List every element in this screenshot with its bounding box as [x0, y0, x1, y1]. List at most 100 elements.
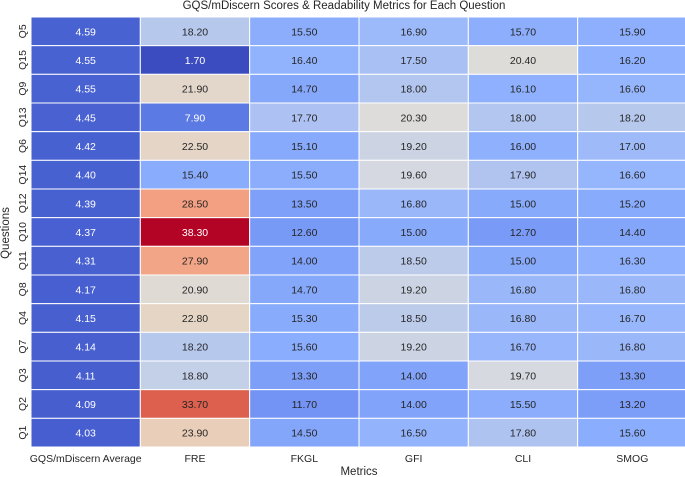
heatmap-cell	[139, 102, 251, 133]
cell-value-label: 13.30	[291, 370, 317, 382]
cell-value-label: 1.70	[185, 55, 206, 67]
cell-value-label: 20.40	[510, 55, 536, 67]
cell-value-label: 14.70	[291, 284, 317, 296]
cell-value-label: 4.31	[75, 256, 96, 268]
heatmap-cell	[30, 45, 141, 75]
x-tick-label: SMOG	[616, 453, 648, 465]
heatmap-cell	[249, 274, 360, 305]
cell-value-label: 16.70	[510, 342, 536, 354]
cell-value-label: 11.70	[292, 399, 318, 411]
heatmap-cell	[577, 274, 685, 305]
cell-value-label: 15.60	[291, 342, 317, 354]
heatmap-cell	[577, 389, 685, 419]
heatmap-cell	[139, 274, 251, 305]
chart-title: GQS/mDiscern Scores & Readability Metric…	[183, 0, 506, 12]
heatmap-cell	[577, 102, 685, 133]
cell-value-label: 15.60	[619, 428, 645, 440]
cell-value-label: 15.50	[291, 170, 317, 182]
cell-value-label: 19.20	[401, 342, 427, 354]
heatmap-cell	[467, 389, 579, 419]
heatmap-cell	[577, 360, 685, 391]
cell-value-label: 15.00	[510, 256, 536, 268]
cell-value-label: 27.90	[182, 256, 208, 268]
cell-value-label: 15.00	[401, 227, 427, 239]
heatmap-cell	[577, 417, 685, 448]
cell-value-label: 15.40	[182, 170, 208, 182]
cell-value-label: 20.90	[182, 284, 208, 296]
heatmap-cell	[30, 217, 141, 247]
heatmap-cell	[249, 188, 360, 219]
cell-value-label: 16.60	[619, 170, 645, 182]
heatmap-cell	[577, 188, 685, 219]
cell-value-label: 18.20	[182, 342, 208, 354]
cell-value-label: 4.59	[75, 26, 96, 38]
cell-value-label: 16.00	[510, 141, 536, 153]
cell-value-label: 22.80	[182, 313, 208, 325]
cell-value-label: 4.17	[75, 284, 96, 296]
x-axis-ticks: GQS/mDiscern Average FRE FKGL GFI CLI SMOG	[30, 453, 649, 465]
x-tick-label: FKGL	[291, 453, 319, 465]
cell-value-label: 12.70	[510, 227, 536, 239]
heatmap-cells: 4.59 18.20 15.50 16.90 15.70 15.90 4.55 1.70 16.…	[30, 16, 685, 448]
cell-value-label: 19.20	[401, 284, 427, 296]
heatmap-cell	[467, 245, 579, 276]
heatmap-cell	[139, 360, 251, 391]
y-tick-label: Q10	[17, 222, 29, 242]
cell-value-label: 17.90	[510, 170, 536, 182]
y-tick-label: Q2	[17, 397, 29, 411]
heatmap-cell	[30, 274, 141, 305]
cell-value-label: 16.80	[619, 342, 645, 354]
cell-value-label: 4.55	[75, 55, 96, 67]
cell-value-label: 14.50	[291, 428, 317, 440]
cell-value-label: 15.00	[510, 198, 536, 210]
heatmap-cell	[249, 303, 360, 333]
cell-value-label: 4.42	[75, 141, 96, 153]
cell-value-label: 16.80	[401, 198, 427, 210]
cell-value-label: 19.60	[401, 170, 427, 182]
heatmap-cell	[249, 245, 360, 276]
heatmap-cell	[139, 389, 251, 419]
y-tick-label: Q15	[17, 50, 29, 70]
heatmap-cell	[467, 159, 579, 190]
cell-value-label: 4.39	[75, 198, 96, 210]
cell-value-label: 13.30	[619, 370, 645, 382]
heatmap-cell	[358, 389, 469, 419]
y-tick-label: Q13	[17, 107, 29, 127]
cell-value-label: 4.09	[75, 399, 96, 411]
cell-value-label: 16.90	[401, 26, 427, 38]
cell-value-label: 19.70	[510, 370, 536, 382]
cell-value-label: 16.10	[510, 84, 536, 96]
cell-value-label: 15.10	[291, 141, 317, 153]
heatmap-cell	[577, 16, 685, 47]
cell-value-label: 13.50	[291, 198, 317, 210]
heatmap-cell	[358, 188, 469, 219]
cell-value-label: 15.50	[510, 399, 536, 411]
cell-value-label: 18.00	[401, 84, 427, 96]
heatmap-cell	[358, 73, 469, 104]
heatmap-cell	[467, 102, 579, 133]
y-tick-label: Q14	[17, 165, 29, 185]
heatmap-cell	[358, 245, 469, 276]
cell-value-label: 4.37	[75, 227, 96, 239]
heatmap-cell	[30, 16, 141, 47]
cell-value-label: 16.50	[401, 428, 427, 440]
heatmap-cell	[577, 331, 685, 362]
heatmap-cell	[467, 417, 579, 448]
cell-value-label: 18.20	[182, 26, 208, 38]
cell-value-label: 28.50	[182, 198, 208, 210]
cell-value-label: 14.00	[401, 399, 427, 411]
heatmap-cell	[249, 417, 360, 448]
cell-value-label: 4.11	[76, 370, 96, 382]
heatmap-cell	[577, 159, 685, 190]
cell-value-label: 18.50	[401, 313, 427, 325]
cell-value-label: 15.50	[291, 26, 317, 38]
cell-value-label: 18.20	[619, 112, 645, 124]
heatmap-cell	[358, 159, 469, 190]
cell-value-label: 33.70	[182, 399, 208, 411]
cell-value-label: 16.70	[619, 313, 645, 325]
cell-value-label: 22.50	[182, 141, 208, 153]
heatmap-cell	[30, 331, 141, 362]
cell-value-label: 21.90	[182, 84, 208, 96]
cell-value-label: 12.60	[291, 227, 317, 239]
